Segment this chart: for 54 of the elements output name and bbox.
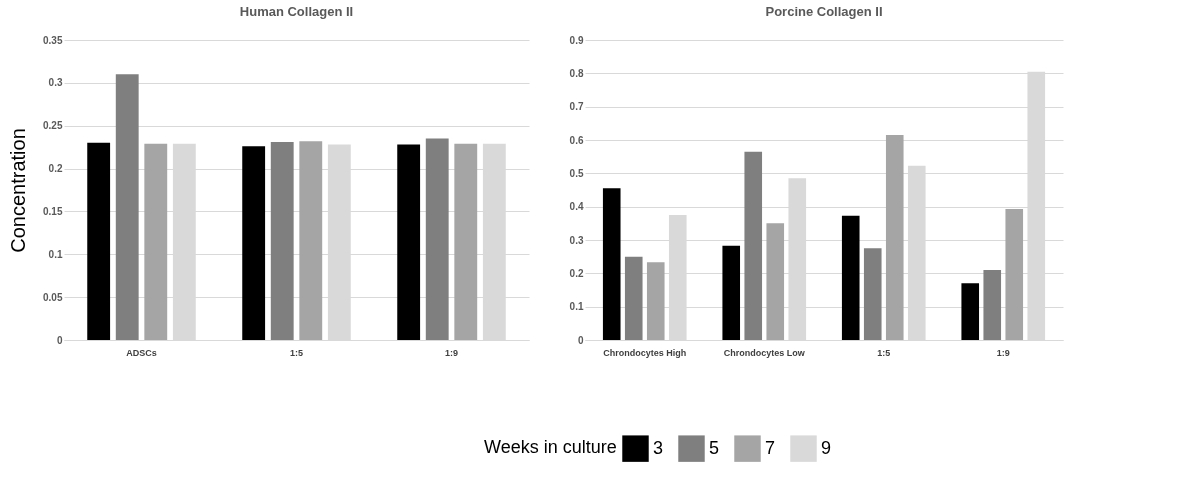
bar (87, 142, 111, 340)
bar (744, 151, 763, 340)
bar (397, 144, 421, 340)
x-tick-label: 1:9 (996, 347, 1010, 358)
bar (841, 215, 860, 340)
x-tick-label: Chrondocytes High (603, 347, 687, 358)
y-tick-label: 0 (577, 334, 584, 346)
y-tick-label: 0 (56, 334, 63, 346)
x-tick-label: 1:5 (289, 347, 304, 358)
bar (144, 143, 168, 340)
y-axis-title: Concentration (7, 128, 30, 253)
bar (863, 248, 882, 340)
bar (624, 256, 643, 340)
legend-label: 3 (653, 437, 664, 458)
bar (115, 74, 139, 340)
bar (299, 141, 323, 340)
bar (983, 270, 1002, 340)
bar (270, 142, 294, 340)
legend-title: Weeks in culture (484, 437, 617, 457)
legend-label: 7 (765, 437, 776, 458)
x-tick-label: 1:9 (444, 347, 459, 358)
bar (722, 245, 741, 340)
bar (602, 188, 621, 340)
y-tick-label: 0.1 (569, 301, 584, 313)
y-tick-label: 0.6 (569, 134, 584, 146)
bar (766, 223, 785, 340)
y-tick-label: 0.3 (48, 77, 63, 89)
legend-label: 9 (821, 437, 832, 458)
y-tick-label: 0.8 (569, 67, 584, 79)
x-tick-label: ADSCs (126, 347, 157, 358)
bar (242, 146, 266, 340)
legend-label: 5 (709, 437, 720, 458)
y-tick-label: 0.9 (569, 34, 584, 46)
y-tick-label: 0.4 (569, 201, 584, 213)
x-tick-label: 1:5 (877, 347, 891, 358)
bar (425, 138, 449, 340)
y-tick-label: 0.2 (569, 267, 584, 279)
y-tick-label: 0.05 (43, 291, 63, 303)
bar (1005, 209, 1024, 340)
x-tick-label: Chrondocytes Low (723, 347, 806, 358)
bar (961, 283, 980, 340)
y-tick-label: 0.35 (43, 34, 63, 46)
y-tick-label: 0.3 (569, 234, 584, 246)
bar (646, 262, 665, 340)
y-tick-label: 0.1 (48, 248, 63, 260)
bar (885, 135, 904, 340)
bar (454, 143, 478, 340)
y-tick-label: 0.7 (569, 101, 584, 113)
y-tick-label: 0.15 (43, 205, 63, 217)
y-tick-label: 0.5 (569, 167, 584, 179)
y-tick-label: 0.25 (43, 120, 63, 132)
chart-title: Porcine Collagen II (765, 4, 883, 19)
y-tick-label: 0.2 (48, 163, 63, 175)
chart-title: Human Collagen II (239, 4, 354, 19)
